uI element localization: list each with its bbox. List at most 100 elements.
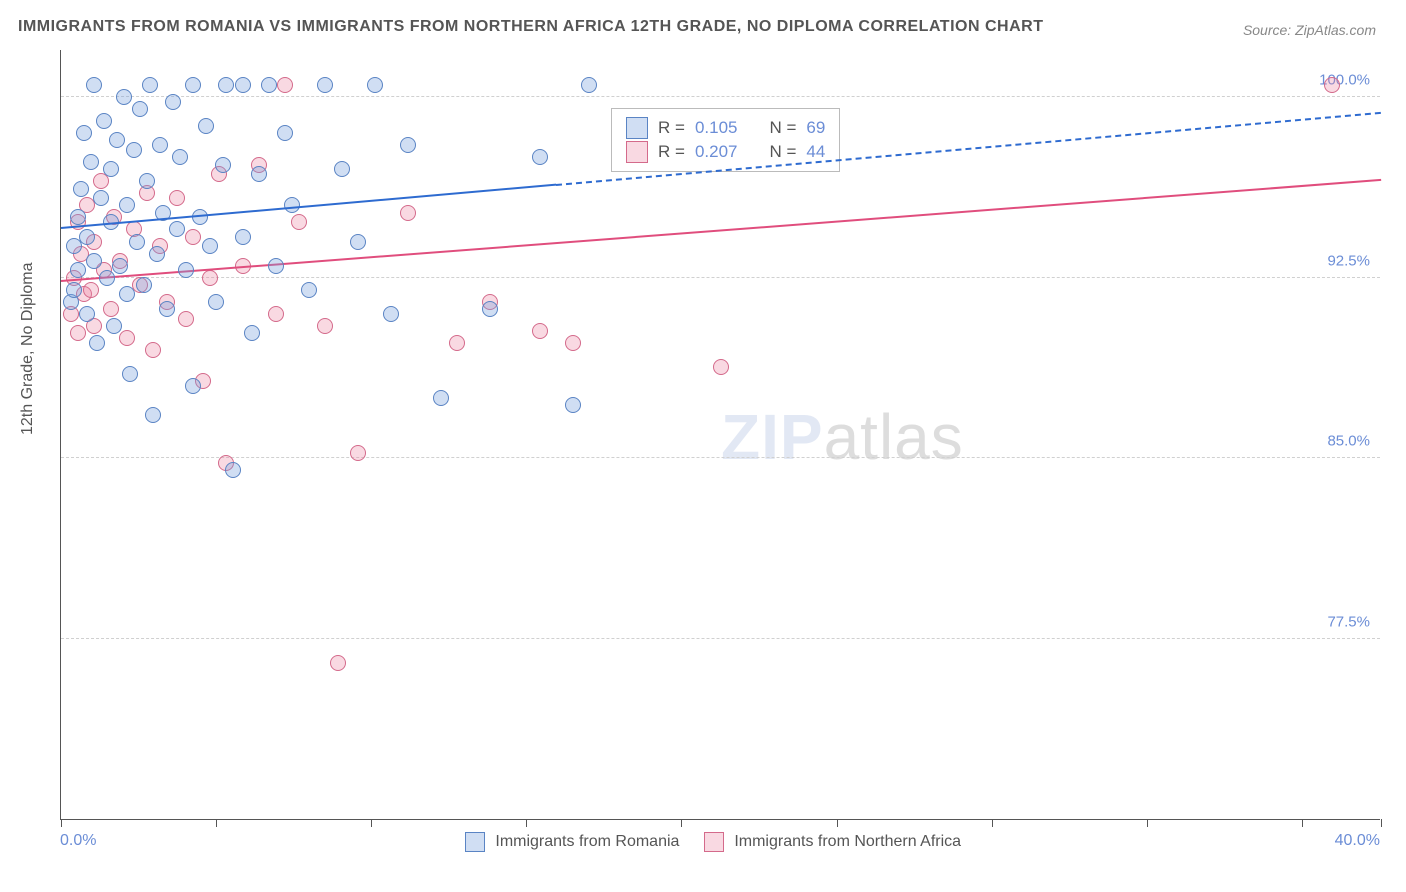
marker-romania bbox=[106, 318, 122, 334]
marker-romania bbox=[178, 262, 194, 278]
marker-romania bbox=[109, 132, 125, 148]
n-label: N = bbox=[769, 142, 796, 162]
marker-romania bbox=[218, 77, 234, 93]
n-value-nafrica: 44 bbox=[806, 142, 825, 162]
marker-romania bbox=[268, 258, 284, 274]
marker-romania bbox=[244, 325, 260, 341]
marker-romania bbox=[367, 77, 383, 93]
watermark-bold: ZIP bbox=[721, 401, 824, 473]
swatch-romania bbox=[626, 117, 648, 139]
marker-nafrica bbox=[565, 335, 581, 351]
x-tick bbox=[837, 819, 838, 827]
marker-romania bbox=[73, 181, 89, 197]
marker-romania bbox=[225, 462, 241, 478]
x-tick bbox=[1147, 819, 1148, 827]
marker-romania bbox=[215, 157, 231, 173]
source-label: Source: ZipAtlas.com bbox=[1243, 22, 1376, 38]
gridline bbox=[61, 457, 1380, 458]
marker-nafrica bbox=[317, 318, 333, 334]
n-value-romania: 69 bbox=[806, 118, 825, 138]
marker-romania bbox=[301, 282, 317, 298]
marker-romania bbox=[159, 301, 175, 317]
marker-nafrica bbox=[350, 445, 366, 461]
marker-romania bbox=[261, 77, 277, 93]
marker-romania bbox=[129, 234, 145, 250]
gridline bbox=[61, 638, 1380, 639]
marker-romania bbox=[334, 161, 350, 177]
marker-nafrica bbox=[119, 330, 135, 346]
x-tick bbox=[681, 819, 682, 827]
x-tick bbox=[61, 819, 62, 827]
marker-romania bbox=[126, 142, 142, 158]
marker-romania bbox=[208, 294, 224, 310]
legend-row-nafrica: R = 0.207 N = 44 bbox=[626, 141, 825, 163]
x-tick bbox=[992, 819, 993, 827]
marker-romania bbox=[532, 149, 548, 165]
marker-nafrica bbox=[103, 301, 119, 317]
swatch-nafrica bbox=[626, 141, 648, 163]
watermark: ZIPatlas bbox=[721, 400, 964, 474]
x-tick bbox=[526, 819, 527, 827]
y-tick-label: 92.5% bbox=[1327, 252, 1370, 269]
x-tick bbox=[216, 819, 217, 827]
marker-nafrica bbox=[83, 282, 99, 298]
marker-romania bbox=[86, 77, 102, 93]
marker-romania bbox=[70, 209, 86, 225]
marker-nafrica bbox=[169, 190, 185, 206]
marker-romania bbox=[169, 221, 185, 237]
plot-area: ZIPatlas R = 0.105 N = 69 R = 0.207 N = … bbox=[60, 50, 1380, 820]
marker-romania bbox=[350, 234, 366, 250]
marker-romania bbox=[96, 113, 112, 129]
r-label: R = bbox=[658, 142, 685, 162]
marker-romania bbox=[192, 209, 208, 225]
marker-romania bbox=[66, 282, 82, 298]
marker-romania bbox=[152, 137, 168, 153]
n-label: N = bbox=[769, 118, 796, 138]
marker-romania bbox=[185, 77, 201, 93]
marker-romania bbox=[142, 77, 158, 93]
marker-romania bbox=[70, 262, 86, 278]
marker-nafrica bbox=[1324, 77, 1340, 93]
marker-romania bbox=[79, 306, 95, 322]
marker-romania bbox=[83, 154, 99, 170]
marker-romania bbox=[149, 246, 165, 262]
r-value-nafrica: 0.207 bbox=[695, 142, 738, 162]
marker-romania bbox=[136, 277, 152, 293]
marker-romania bbox=[139, 173, 155, 189]
marker-romania bbox=[198, 118, 214, 134]
r-value-romania: 0.105 bbox=[695, 118, 738, 138]
marker-romania bbox=[112, 258, 128, 274]
marker-nafrica bbox=[449, 335, 465, 351]
chart-title: IMMIGRANTS FROM ROMANIA VS IMMIGRANTS FR… bbox=[18, 18, 1043, 36]
x-tick bbox=[371, 819, 372, 827]
marker-romania bbox=[119, 197, 135, 213]
marker-nafrica bbox=[178, 311, 194, 327]
marker-nafrica bbox=[330, 655, 346, 671]
marker-nafrica bbox=[277, 77, 293, 93]
marker-romania bbox=[79, 229, 95, 245]
marker-nafrica bbox=[70, 325, 86, 341]
marker-nafrica bbox=[400, 205, 416, 221]
marker-romania bbox=[433, 390, 449, 406]
marker-romania bbox=[482, 301, 498, 317]
marker-romania bbox=[132, 101, 148, 117]
series-legend: Immigrants from Romania Immigrants from … bbox=[0, 832, 1406, 852]
x-tick bbox=[1302, 819, 1303, 827]
legend-label-romania: Immigrants from Romania bbox=[495, 833, 679, 850]
watermark-thin: atlas bbox=[824, 401, 964, 473]
marker-romania bbox=[93, 190, 109, 206]
r-label: R = bbox=[658, 118, 685, 138]
marker-romania bbox=[277, 125, 293, 141]
marker-romania bbox=[400, 137, 416, 153]
marker-romania bbox=[202, 238, 218, 254]
marker-romania bbox=[86, 253, 102, 269]
marker-romania bbox=[145, 407, 161, 423]
legend-row-romania: R = 0.105 N = 69 bbox=[626, 117, 825, 139]
trendline-nafrica bbox=[61, 179, 1381, 282]
legend-label-nafrica: Immigrants from Northern Africa bbox=[734, 833, 961, 850]
marker-romania bbox=[565, 397, 581, 413]
marker-romania bbox=[317, 77, 333, 93]
marker-nafrica bbox=[202, 270, 218, 286]
marker-romania bbox=[122, 366, 138, 382]
marker-romania bbox=[251, 166, 267, 182]
